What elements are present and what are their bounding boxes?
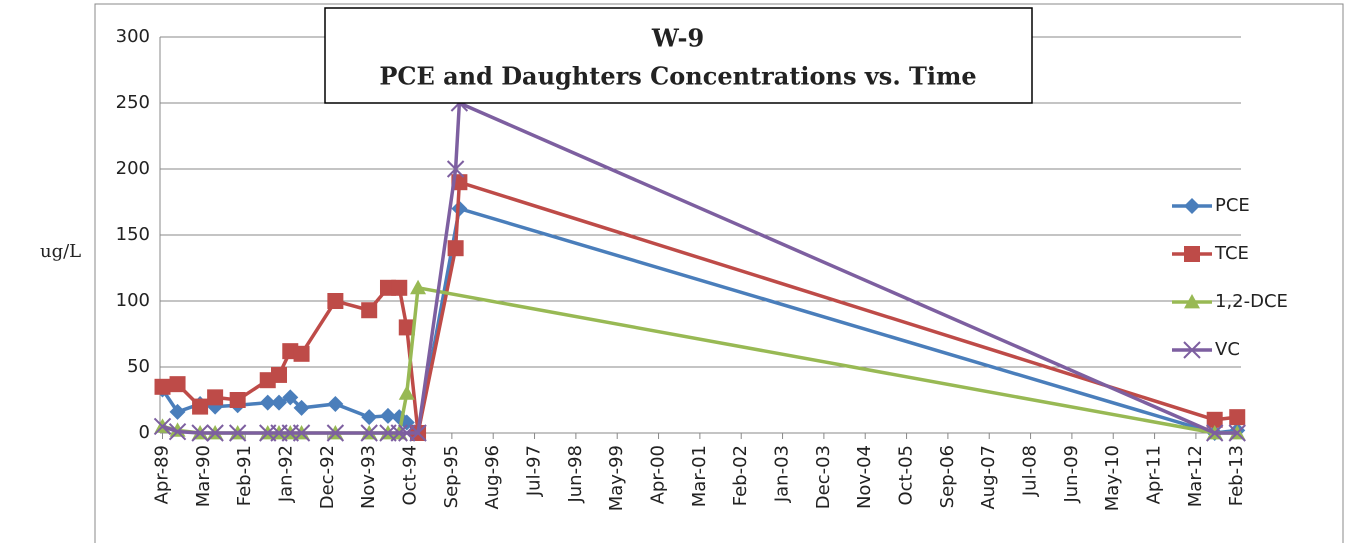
- y-tick-label: 300: [116, 26, 150, 47]
- marker: [282, 389, 299, 406]
- marker: [153, 417, 172, 436]
- x-tick-label: Jul-08: [1020, 445, 1041, 497]
- marker: [361, 302, 378, 319]
- marker: [391, 279, 408, 296]
- marker: [398, 385, 415, 400]
- marker: [207, 389, 224, 406]
- x-tick-label: Nov-93: [358, 445, 379, 509]
- marker: [390, 424, 408, 442]
- legend-label: TCE: [1214, 243, 1249, 264]
- x-tick-label: Sep-95: [441, 445, 462, 508]
- y-axis-label: ug/L: [40, 241, 81, 262]
- x-tick-label: Aug-96: [482, 445, 503, 510]
- chart-subtitle: PCE and Daughters Concentrations vs. Tim…: [379, 62, 976, 91]
- y-tick-label: 100: [116, 290, 150, 311]
- x-tick-label: Apr-11: [1144, 445, 1165, 504]
- x-tick-label: Jan-03: [772, 445, 793, 503]
- x-tick-label: Jan-92: [276, 445, 297, 503]
- x-tick-label: Nov-04: [854, 445, 875, 509]
- marker: [191, 424, 209, 442]
- marker: [409, 424, 427, 442]
- marker: [447, 240, 464, 257]
- marker: [271, 366, 288, 383]
- legend-marker: [1184, 198, 1200, 214]
- title-box: [324, 7, 1033, 104]
- x-tick-label: Oct-05: [896, 445, 917, 506]
- x-tick-label: Apr-89: [152, 445, 173, 504]
- marker: [326, 424, 345, 442]
- legend-label: 1,2-DCE: [1215, 291, 1288, 312]
- x-tick-label: Jun-98: [565, 445, 586, 504]
- marker: [292, 424, 311, 442]
- x-tick-label: Mar-12: [1185, 445, 1206, 507]
- marker: [361, 409, 378, 426]
- marker: [410, 279, 427, 295]
- x-tick-label: May-10: [1102, 445, 1123, 511]
- marker: [168, 422, 187, 441]
- x-tick-label: Dec-03: [813, 445, 834, 509]
- marker: [169, 376, 186, 393]
- x-tick-label: Feb-02: [730, 445, 751, 506]
- marker: [1229, 409, 1246, 426]
- marker: [192, 398, 209, 415]
- marker: [1206, 411, 1223, 428]
- y-tick-label: 0: [139, 422, 150, 443]
- marker: [229, 392, 246, 408]
- marker: [293, 399, 310, 416]
- marker: [327, 395, 344, 412]
- x-tick-label: Aug-07: [978, 445, 999, 510]
- x-tick-label: May-99: [606, 445, 627, 511]
- x-tick-label: Sep-06: [937, 445, 958, 508]
- marker: [1228, 424, 1246, 442]
- x-tick-label: Feb-91: [234, 445, 255, 506]
- x-tick-label: Jun-09: [1061, 445, 1082, 504]
- x-tick-label: Dec-92: [317, 445, 338, 509]
- marker: [327, 293, 344, 309]
- marker: [154, 378, 171, 395]
- marker: [169, 403, 186, 420]
- marker: [228, 424, 247, 442]
- legend-marker: [1183, 341, 1201, 359]
- x-tick-label: Mar-01: [689, 445, 710, 507]
- x-tick-label: Oct-94: [400, 445, 421, 506]
- marker: [293, 345, 310, 362]
- marker: [271, 394, 288, 411]
- plot-area: 0 50 100 150 200 250 300 Apr-89 Mar-90 Feb-91 Jan-…: [116, 26, 1288, 511]
- legend-label: PCE: [1215, 195, 1250, 216]
- legend-label: VC: [1215, 339, 1240, 360]
- legend-marker: [1184, 294, 1200, 309]
- marker: [446, 160, 465, 178]
- y-tick-label: 150: [116, 224, 150, 245]
- marker: [398, 319, 415, 336]
- marker: [1205, 424, 1224, 442]
- legend-marker: [1184, 246, 1200, 262]
- marker: [206, 424, 224, 442]
- x-tick-label: Feb-13: [1226, 445, 1247, 506]
- x-tick-label: Apr-00: [648, 445, 669, 504]
- marker: [360, 424, 378, 442]
- chart-title: W-9: [651, 24, 704, 53]
- y-tick-label: 200: [116, 158, 150, 179]
- y-tick-label: 250: [116, 92, 150, 113]
- y-tick-label: 50: [127, 356, 150, 377]
- x-tick-label: Jul-97: [524, 445, 545, 497]
- x-tick-label: Mar-90: [193, 445, 214, 507]
- marker: [259, 394, 276, 411]
- marker: [379, 407, 396, 424]
